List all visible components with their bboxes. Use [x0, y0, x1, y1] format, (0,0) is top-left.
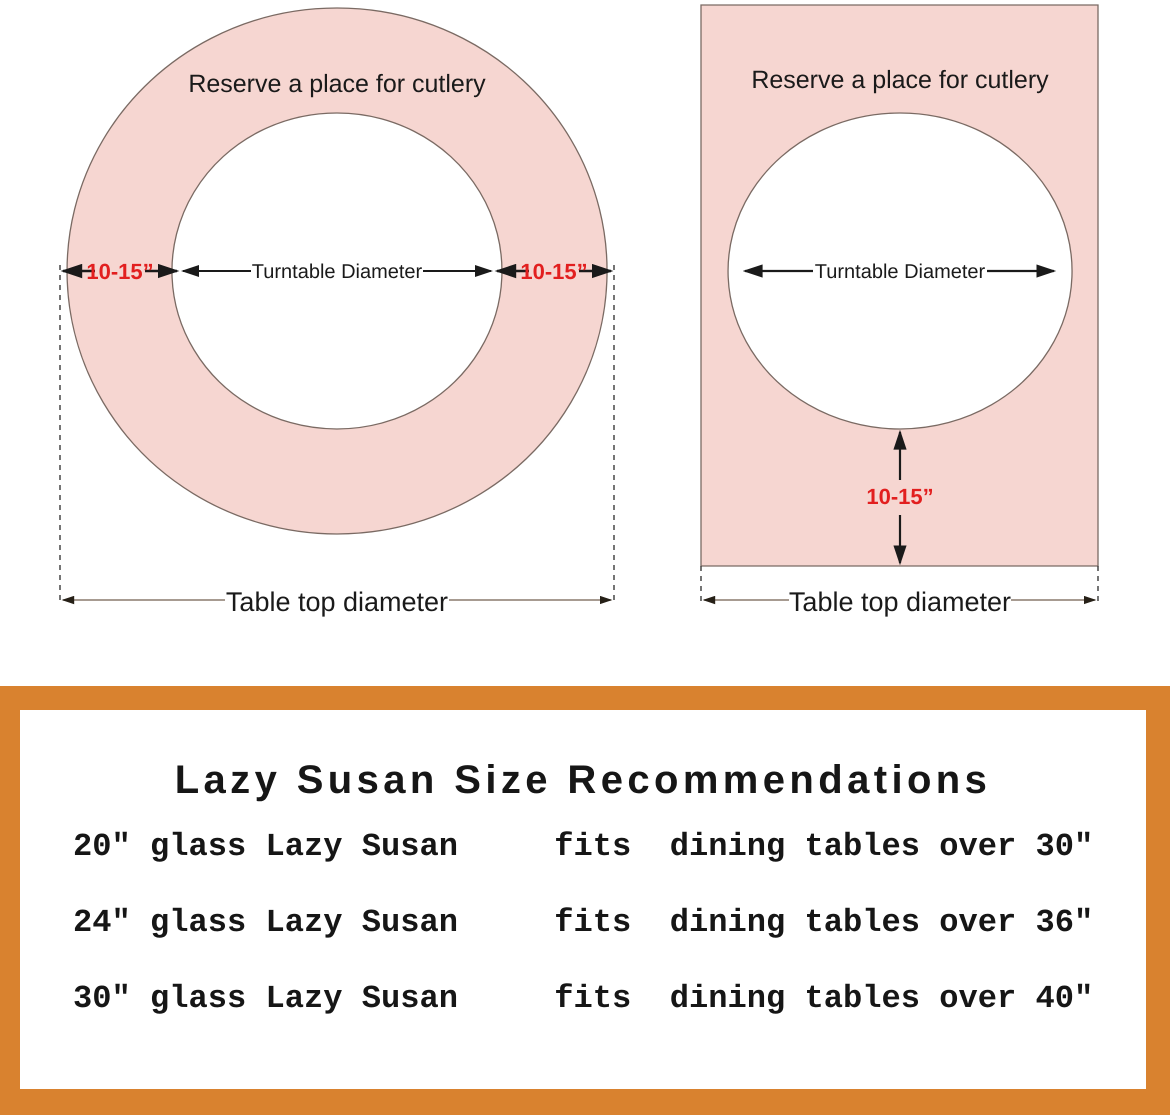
svg-text:10-15”: 10-15” [86, 259, 153, 284]
svg-text:Reserve a place for cutlery: Reserve a place for cutlery [188, 70, 486, 98]
svg-text:Turntable Diameter: Turntable Diameter [252, 261, 423, 283]
svg-text:Reserve a place for cutlery: Reserve a place for cutlery [751, 66, 1049, 94]
svg-text:Table top diameter: Table top diameter [226, 587, 448, 617]
svg-text:10-15”: 10-15” [866, 484, 933, 509]
svg-text:10-15”: 10-15” [520, 259, 587, 284]
svg-text:Turntable Diameter: Turntable Diameter [815, 261, 986, 283]
svg-text:Table top diameter: Table top diameter [789, 587, 1011, 617]
